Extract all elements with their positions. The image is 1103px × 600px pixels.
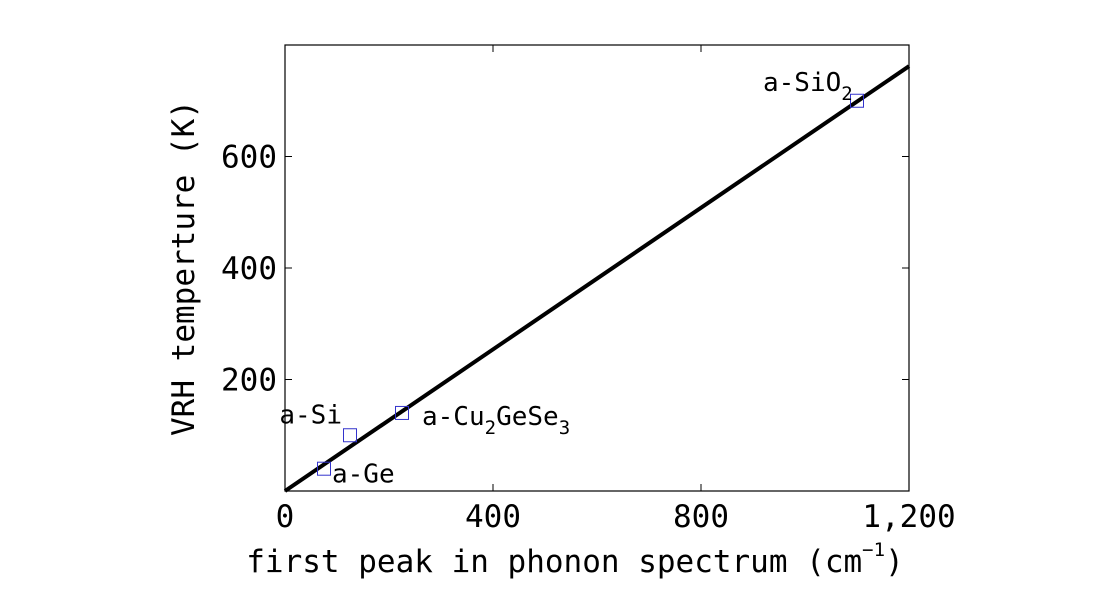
point-label: a-Si [279, 400, 342, 430]
data-point [317, 461, 331, 476]
y-tick-label: 200 [221, 363, 277, 399]
point-labels: a-Ge a-Si a-Cu2GeSe3 a-SiO2 [279, 68, 852, 490]
point-label: a-Ge [332, 460, 395, 490]
point-label: a-SiO2 [763, 68, 853, 105]
y-tick-label: 400 [221, 251, 277, 287]
data-point [395, 405, 409, 420]
x-axis-label: first peak in phonon spectrum (cm−1) [246, 539, 903, 580]
fit-line-layer [283, 64, 911, 493]
plot-frame [284, 44, 910, 492]
y-axis-label: VRH temperture (K) [166, 100, 202, 436]
x-tick-label: 1,200 [862, 499, 955, 535]
axis-ticks: 0 400 800 1,200 200 400 600 [221, 45, 956, 535]
data-point [850, 93, 864, 108]
x-axis-label-superscript: −1 [862, 539, 885, 561]
x-tick-label: 0 [276, 499, 295, 535]
x-tick-label: 400 [465, 499, 521, 535]
fit-line [283, 64, 911, 493]
x-axis-label-main: first peak in phonon spectrum (cm [246, 544, 862, 580]
y-tick-label: 600 [221, 140, 277, 176]
x-axis-label-close: ) [885, 544, 904, 580]
data-points [317, 93, 864, 476]
plot-area [284, 44, 910, 492]
x-tick-label: 800 [673, 499, 729, 535]
point-label: a-Cu2GeSe3 [422, 402, 570, 439]
data-point [343, 428, 357, 443]
